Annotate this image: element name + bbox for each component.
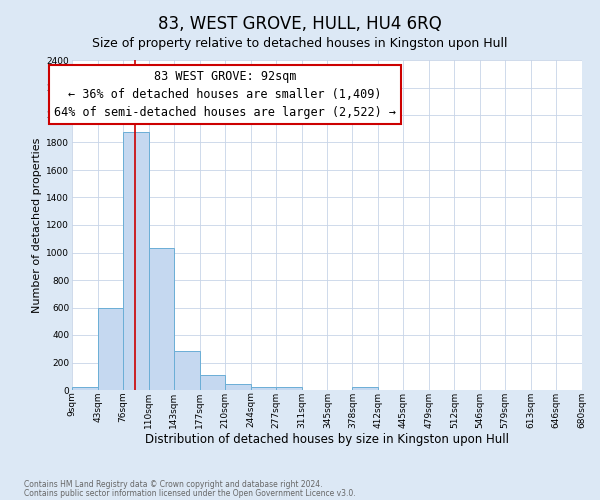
Bar xyxy=(123,132,149,390)
Bar xyxy=(72,387,98,390)
X-axis label: Distribution of detached houses by size in Kingston upon Hull: Distribution of detached houses by size … xyxy=(145,434,509,446)
Bar xyxy=(352,387,379,390)
Bar xyxy=(200,375,225,390)
Bar xyxy=(225,384,251,390)
Bar xyxy=(149,248,174,390)
Bar xyxy=(174,351,200,390)
Text: Contains HM Land Registry data © Crown copyright and database right 2024.: Contains HM Land Registry data © Crown c… xyxy=(24,480,323,489)
Text: 83 WEST GROVE: 92sqm
← 36% of detached houses are smaller (1,409)
64% of semi-de: 83 WEST GROVE: 92sqm ← 36% of detached h… xyxy=(54,70,396,119)
Bar xyxy=(251,386,275,390)
Text: Size of property relative to detached houses in Kingston upon Hull: Size of property relative to detached ho… xyxy=(92,38,508,51)
Text: Contains public sector information licensed under the Open Government Licence v3: Contains public sector information licen… xyxy=(24,488,356,498)
Bar xyxy=(275,387,302,390)
Bar xyxy=(98,308,123,390)
Text: 83, WEST GROVE, HULL, HU4 6RQ: 83, WEST GROVE, HULL, HU4 6RQ xyxy=(158,15,442,33)
Y-axis label: Number of detached properties: Number of detached properties xyxy=(32,138,42,312)
